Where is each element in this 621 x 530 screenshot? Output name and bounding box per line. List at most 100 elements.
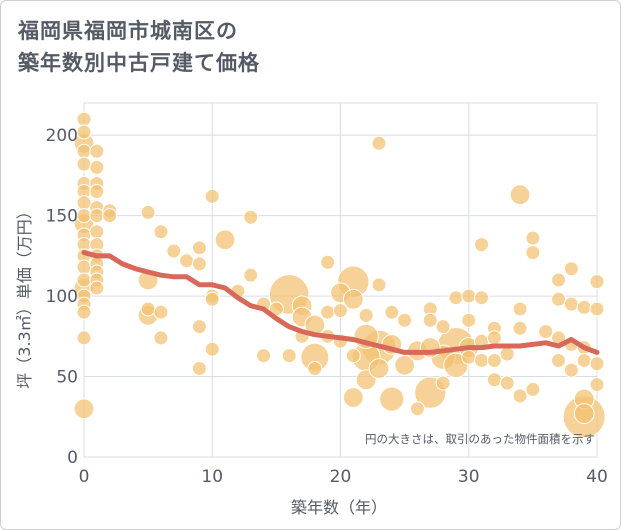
y-tick-label: 100 xyxy=(46,287,78,307)
data-point xyxy=(204,291,220,307)
data-point xyxy=(486,330,502,346)
data-point xyxy=(166,243,182,259)
data-point xyxy=(371,135,387,151)
data-point xyxy=(409,401,425,417)
data-point xyxy=(474,237,490,253)
data-point xyxy=(379,386,405,412)
data-point xyxy=(509,184,531,206)
data-point xyxy=(179,253,195,269)
data-point xyxy=(589,377,605,393)
data-point xyxy=(368,358,390,379)
data-point xyxy=(435,375,451,391)
data-point xyxy=(256,348,272,364)
data-point xyxy=(461,312,477,328)
data-point xyxy=(589,301,605,317)
data-point xyxy=(76,304,92,320)
data-point xyxy=(73,398,95,420)
data-point xyxy=(461,349,477,365)
data-point xyxy=(89,224,105,240)
data-point xyxy=(76,195,92,211)
data-point xyxy=(307,361,323,376)
data-point xyxy=(435,319,451,335)
data-point xyxy=(563,261,579,277)
data-point xyxy=(320,254,336,270)
data-point xyxy=(140,301,156,317)
data-point xyxy=(525,230,541,246)
data-point xyxy=(486,372,502,388)
y-axis-label: 坪（3.3㎡）単価（万円） xyxy=(15,203,34,388)
data-point xyxy=(371,277,387,293)
data-point xyxy=(76,124,92,140)
y-tick-label: 0 xyxy=(67,448,78,468)
data-point xyxy=(358,307,374,323)
data-point xyxy=(499,346,515,362)
data-point xyxy=(474,290,490,306)
data-point xyxy=(191,240,207,256)
data-point xyxy=(333,303,348,319)
x-tick-label: 40 xyxy=(586,467,608,487)
data-point xyxy=(153,330,169,346)
data-point xyxy=(76,330,92,346)
data-point xyxy=(486,352,502,368)
bubble-layer xyxy=(73,111,606,439)
data-point xyxy=(499,375,515,391)
data-point xyxy=(76,272,92,288)
data-point xyxy=(89,143,105,159)
trend-line xyxy=(81,250,600,355)
data-point xyxy=(551,291,567,307)
data-point xyxy=(525,381,541,397)
data-point xyxy=(243,267,259,283)
title-line-1: 福岡県福岡市城南区の xyxy=(18,19,238,43)
data-point xyxy=(76,156,92,172)
data-point xyxy=(191,361,207,376)
x-tick-label: 0 xyxy=(79,467,90,487)
data-point xyxy=(76,143,92,159)
data-point xyxy=(89,184,105,199)
data-point xyxy=(538,323,554,339)
data-point xyxy=(204,188,220,204)
data-point xyxy=(589,356,605,372)
data-point xyxy=(563,362,579,378)
data-point xyxy=(576,352,592,368)
data-point xyxy=(191,256,207,272)
data-point xyxy=(140,204,156,220)
data-point xyxy=(153,224,169,240)
data-point xyxy=(204,341,220,357)
data-point xyxy=(342,387,364,408)
data-point xyxy=(573,403,595,424)
data-point xyxy=(384,304,400,320)
data-point xyxy=(191,319,207,335)
x-tick-label: 30 xyxy=(458,467,480,487)
data-point xyxy=(153,304,169,320)
data-point xyxy=(345,348,361,364)
chart-title: 福岡県福岡市城南区の 築年数別中古戸建て価格 xyxy=(18,15,260,79)
data-point xyxy=(551,272,567,288)
data-point xyxy=(281,348,297,364)
size-note: 円の大きさは、取引のあった物件面積を示す xyxy=(365,432,595,446)
y-tick-label: 50 xyxy=(56,368,78,388)
data-point xyxy=(76,259,92,275)
data-point xyxy=(89,280,105,296)
y-tick-label: 150 xyxy=(46,207,78,227)
x-tick-label: 20 xyxy=(330,467,352,487)
data-point xyxy=(243,209,259,225)
data-point xyxy=(589,274,605,290)
data-point xyxy=(576,299,592,315)
y-tick-label: 200 xyxy=(46,126,78,146)
title-line-2: 築年数別中古戸建て価格 xyxy=(18,51,260,75)
data-point xyxy=(76,208,92,224)
data-point xyxy=(563,296,579,312)
data-point xyxy=(448,290,464,306)
x-tick-label: 10 xyxy=(201,467,223,487)
data-point xyxy=(551,352,567,368)
x-axis-label: 築年数（年） xyxy=(291,498,387,517)
data-point xyxy=(474,352,490,368)
data-point xyxy=(512,320,528,336)
data-point xyxy=(525,245,541,261)
data-point xyxy=(76,111,92,127)
data-point xyxy=(394,354,416,376)
data-point xyxy=(422,312,438,328)
data-point xyxy=(214,229,236,251)
